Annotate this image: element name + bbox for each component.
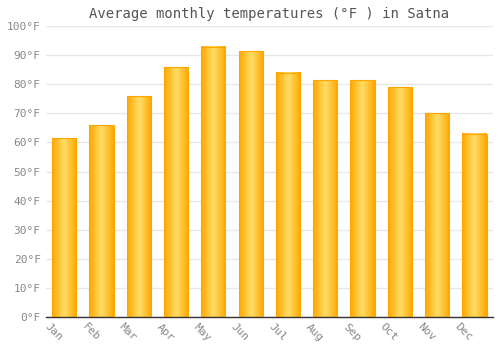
Bar xyxy=(276,73,300,317)
Bar xyxy=(52,138,76,317)
Bar xyxy=(350,80,374,317)
Bar xyxy=(388,87,412,317)
Bar xyxy=(462,134,486,317)
Bar xyxy=(126,96,151,317)
Bar xyxy=(164,67,188,317)
Bar xyxy=(425,113,449,317)
Title: Average monthly temperatures (°F ) in Satna: Average monthly temperatures (°F ) in Sa… xyxy=(89,7,450,21)
Bar xyxy=(238,51,263,317)
Bar xyxy=(313,80,338,317)
Bar xyxy=(201,47,226,317)
Bar xyxy=(90,125,114,317)
